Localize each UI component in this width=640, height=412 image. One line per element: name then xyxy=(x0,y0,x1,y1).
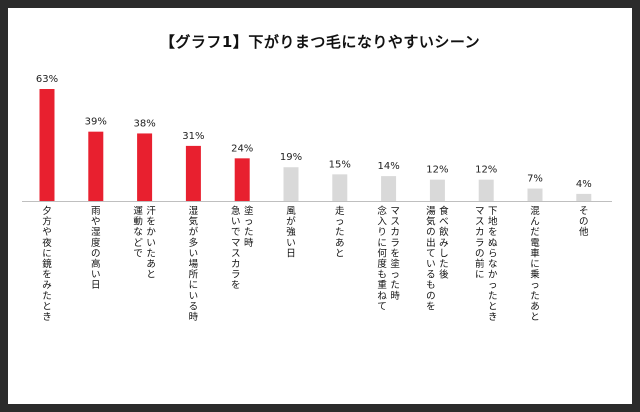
bar xyxy=(234,158,250,201)
bar xyxy=(527,188,543,201)
category-label: 急いでマスカラを xyxy=(231,205,241,291)
bar xyxy=(332,174,348,201)
category-label: 運動などで xyxy=(133,206,143,259)
data-label: 14% xyxy=(377,161,399,172)
category-label: マスカラの前に xyxy=(475,206,485,281)
category-label: マスカラを塗った時 xyxy=(390,206,400,302)
category-label: 湿気が多い場所にいる時 xyxy=(189,206,199,323)
data-label: 19% xyxy=(280,152,302,163)
category-label: 走ったあと xyxy=(335,206,345,259)
data-label: 63% xyxy=(36,74,58,85)
bar xyxy=(381,176,397,201)
data-label: 24% xyxy=(231,143,253,154)
data-label: 12% xyxy=(475,165,497,176)
data-label: 39% xyxy=(85,117,107,128)
data-label: 38% xyxy=(133,118,155,129)
category-label: 雨や湿度の高い日 xyxy=(91,206,101,291)
bar xyxy=(88,131,104,201)
category-label: 風が強い日 xyxy=(286,206,296,259)
chart-title: 【グラフ1】下がりまつ毛になりやすいシーン xyxy=(159,33,481,51)
data-label: 4% xyxy=(576,179,592,190)
category-label: 念入りに何度も重ねて xyxy=(377,205,387,312)
category-label: 塗った時 xyxy=(244,205,254,249)
bar-chart: 63% 夕方や夜に鏡をみたとき 39% 雨や湿度の高い日 38% 汗をかいたあと運動などで… xyxy=(22,74,612,323)
bar xyxy=(576,193,592,201)
bar xyxy=(283,167,299,201)
data-label: 7% xyxy=(527,174,543,185)
category-label: 食べ飲みした後 xyxy=(439,205,449,281)
bar xyxy=(478,179,494,201)
category-label: 下地をぬらなかったとき xyxy=(488,206,498,323)
bar xyxy=(39,89,55,201)
category-label: 汗をかいたあと xyxy=(146,205,156,281)
bar xyxy=(185,145,201,201)
category-label: その他 xyxy=(579,206,589,238)
data-label: 12% xyxy=(426,165,448,176)
category-label: 混んだ電車に乗ったあと xyxy=(530,206,540,323)
category-label: 湯気の出ているものを xyxy=(426,205,436,312)
chart-card: 【グラフ1】下がりまつ毛になりやすいシーン 63% 夕方や夜に鏡をみたとき 39% 雨… xyxy=(8,8,632,404)
bar xyxy=(429,179,445,201)
bar xyxy=(137,133,153,201)
category-label: 夕方や夜に鏡をみたとき xyxy=(42,205,52,323)
data-label: 31% xyxy=(182,131,204,142)
data-label: 15% xyxy=(329,159,351,170)
